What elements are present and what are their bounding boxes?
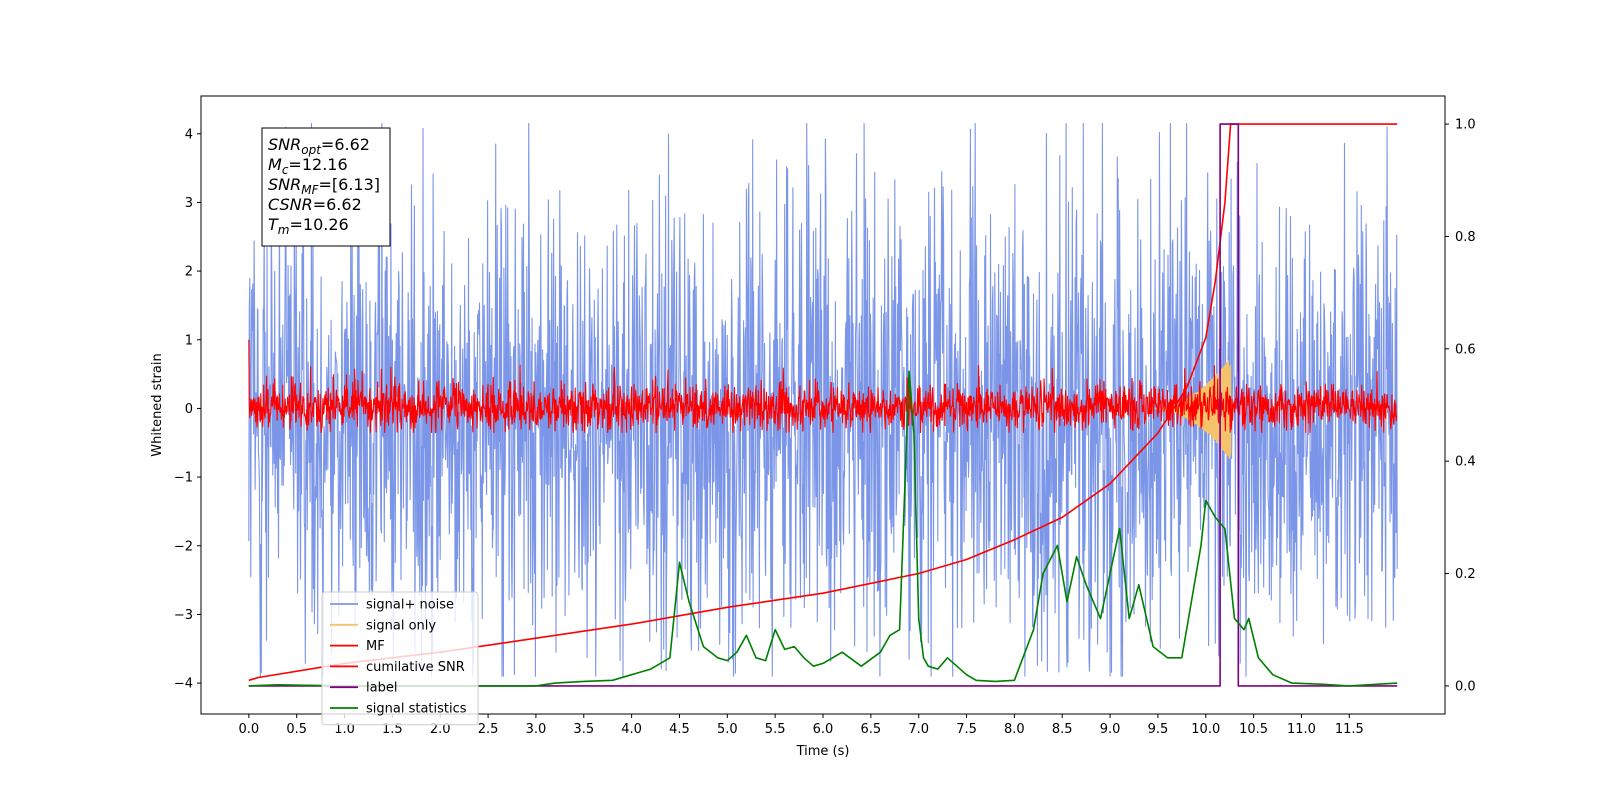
x-tick-label: 9.5	[1148, 722, 1169, 737]
series-signal-statistics	[248, 370, 1398, 687]
y-tick-label: 3	[185, 196, 193, 211]
x-axis-label: Time (s)	[796, 744, 850, 759]
stats-line: CSNR=6.62	[268, 195, 362, 214]
y-tick-label: 1	[185, 333, 193, 348]
y-tick-label: −1	[174, 471, 193, 486]
y-right-tick-label: 0.8	[1455, 230, 1476, 245]
series-label	[248, 123, 1398, 687]
stats-annotation-box: SNRopt=6.62Mc=12.16SNRMF=[6.13]CSNR=6.62…	[261, 127, 391, 247]
x-tick-label: 8.0	[1004, 722, 1025, 737]
x-tick-label: 11.0	[1287, 722, 1316, 737]
y-axis-right: 1.0 0.8 0.6 0.4 0.2 0.0	[1445, 118, 1476, 694]
y-right-tick-label: 0.4	[1455, 455, 1476, 470]
series-mf	[248, 339, 1398, 434]
x-tick-label: 7.0	[908, 722, 929, 737]
legend: signal+ noise signal only MF cumilative SNR…	[321, 591, 479, 726]
y-tick-label: −3	[174, 608, 193, 623]
x-tick-label: 10.5	[1239, 722, 1268, 737]
stats-line: Tm=10.26	[268, 215, 349, 237]
y-right-tick-label: 0.2	[1455, 567, 1476, 582]
x-tick-label: 10.0	[1191, 722, 1220, 737]
y-tick-label: −4	[174, 677, 193, 692]
x-tick-label: 3.0	[526, 722, 547, 737]
x-tick-label: 4.0	[621, 722, 642, 737]
y-right-tick-label: 1.0	[1455, 118, 1476, 133]
y-tick-label: −2	[174, 539, 193, 554]
x-tick-label: 9.0	[1100, 722, 1121, 737]
x-tick-label: 3.5	[573, 722, 594, 737]
legend-label: signal+ noise	[366, 598, 454, 613]
y-tick-label: 0	[185, 402, 193, 417]
x-tick-label: 5.0	[717, 722, 738, 737]
stats-line: SNRMF=[6.13]	[268, 175, 380, 197]
x-tick-label: 2.5	[478, 722, 499, 737]
y-right-tick-label: 0.6	[1455, 342, 1476, 357]
y-tick-label: 2	[185, 265, 193, 280]
x-tick-label: 7.5	[956, 722, 977, 737]
legend-label: label	[366, 681, 397, 696]
stats-line: SNRopt=6.62	[268, 135, 370, 157]
x-tick-label: 2.0	[430, 722, 451, 737]
y-axis-left: 4 3 2 1 0 −1 −2 −3 −4	[174, 127, 201, 692]
stats-box-frame	[261, 127, 391, 247]
x-tick-label: 0.5	[286, 722, 307, 737]
x-tick-label: 4.5	[669, 722, 690, 737]
y-tick-label: 4	[185, 127, 193, 142]
x-tick-label: 6.5	[861, 722, 882, 737]
x-tick-label: 1.0	[334, 722, 355, 737]
x-axis: 0.0 0.5 1.0 1.5 2.0 2.5 3.0 3.5 4.0 4.5 5.0 5.5 6.0 6…	[239, 714, 1364, 737]
x-tick-label: 6.0	[813, 722, 834, 737]
y-right-tick-label: 0.0	[1455, 679, 1476, 694]
y-axis-label: Whitened strain	[150, 353, 165, 456]
legend-label: cumilative SNR	[366, 660, 465, 675]
stats-line: Mc=12.16	[268, 155, 348, 177]
legend-label: signal only	[366, 618, 436, 633]
legend-label: signal statistics	[366, 702, 467, 717]
legend-label: MF	[366, 639, 385, 654]
x-tick-label: 8.5	[1052, 722, 1073, 737]
x-tick-label: 11.5	[1335, 722, 1364, 737]
x-tick-label: 5.5	[765, 722, 786, 737]
x-tick-label: 0.0	[239, 722, 260, 737]
legend-frame	[321, 591, 479, 726]
x-tick-label: 1.5	[382, 722, 403, 737]
